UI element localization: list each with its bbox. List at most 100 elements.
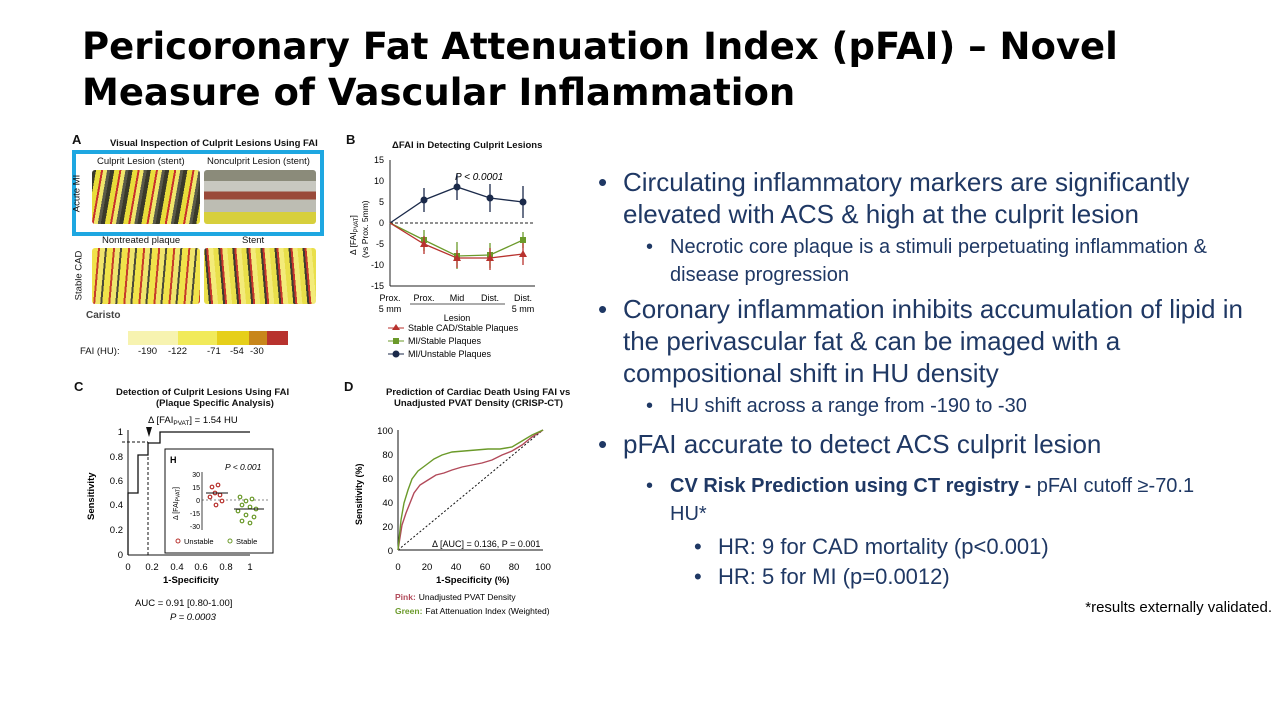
stable-cad-label: Stable CAD bbox=[73, 250, 85, 301]
b-ytick-m15: -15 bbox=[371, 281, 384, 291]
b-ytick-5: 5 bbox=[379, 197, 384, 207]
scale-label: FAI (HU): bbox=[80, 346, 120, 357]
b-ytick-10: 10 bbox=[374, 176, 384, 186]
c-inset-unstable: Unstable bbox=[184, 537, 214, 546]
c-ytick-1: 1 bbox=[118, 427, 123, 438]
c-ytick-06: 0.6 bbox=[110, 476, 123, 487]
b-ylabel: Δ [FAIPVAT] bbox=[348, 215, 360, 255]
unstable-pt bbox=[219, 498, 225, 504]
stent-label: Stent bbox=[242, 235, 265, 246]
c-xtick-08: 0.8 bbox=[219, 562, 232, 573]
stable-pt bbox=[249, 496, 255, 502]
c-inset-yticks: 30 15 0 -15 -30 bbox=[190, 472, 200, 531]
c-delta-val: ] = 1.54 HU bbox=[189, 415, 237, 426]
panel-d-yticks: 100 80 60 40 20 0 bbox=[377, 426, 393, 557]
d-xtick-80: 80 bbox=[509, 562, 520, 573]
d-delta-auc: Δ [AUC] = 0.136, P = 0.001 bbox=[432, 539, 540, 549]
d-pink-legend: Pink: Unadjusted PVAT Density bbox=[395, 592, 516, 602]
b-ytick-m10: -10 bbox=[371, 260, 384, 270]
b-xtick-dist5-a: Dist. bbox=[514, 293, 532, 303]
c-inset-ylabel: Δ [FAIPVAT] bbox=[173, 487, 182, 520]
scale-seg-2 bbox=[177, 331, 217, 345]
b-xtick-mid: Mid bbox=[450, 293, 465, 303]
mi-stable-pt-4 bbox=[520, 237, 526, 243]
stable-pt bbox=[247, 520, 253, 526]
nontreated-fai-image bbox=[92, 248, 200, 304]
panel-c-title-1: Detection of Culprit Lesions Using FAI bbox=[116, 387, 290, 398]
d-ytick-100: 100 bbox=[377, 426, 393, 437]
c-ytick-04: 0.4 bbox=[110, 500, 123, 511]
bullet-3-sub-rest: pFAI cutoff ≥-70.1 HU* bbox=[670, 475, 1195, 525]
panel-a-label: A bbox=[72, 132, 82, 147]
d-ytick-40: 40 bbox=[382, 498, 393, 509]
d-xlabel: 1-Specificity (%) bbox=[436, 575, 509, 586]
panel-b-chart: 15 10 5 0 -5 -10 -15 Δ [FAIPVAT] (vs Pro… bbox=[348, 155, 535, 359]
b-ytick-0: 0 bbox=[379, 218, 384, 228]
stable-cad-pt-2 bbox=[453, 254, 461, 261]
d-green-text: Fat Attenuation Index (Weighted) bbox=[425, 606, 549, 616]
stable-cad-pt-3 bbox=[486, 254, 494, 261]
b-ylabel-sub: PVAT bbox=[354, 217, 360, 232]
b-xtick-dist5-b: 5 mm bbox=[512, 304, 535, 314]
slide-title: Pericoronary Fat Attenuation Index (pFAI… bbox=[82, 24, 1232, 116]
d-green-key: Green: bbox=[395, 606, 423, 616]
nonculprit-fai-image bbox=[204, 170, 316, 224]
d-pink-curve bbox=[397, 429, 544, 551]
c-delta: Δ [FAIPVAT] = 1.54 HU bbox=[148, 415, 238, 427]
b-xtick-dist: Dist. bbox=[481, 293, 499, 303]
c-inset-ylabel-sub: PVAT bbox=[176, 489, 182, 501]
c-xtick-0: 0 bbox=[125, 562, 130, 573]
c-ytick-08: 0.8 bbox=[110, 452, 123, 463]
bullet-3-item-1: HR: 9 for CAD mortality (p<0.001) bbox=[598, 532, 1278, 562]
stable-cad-points bbox=[420, 240, 527, 261]
footnote: *results externally validated. bbox=[1085, 599, 1272, 616]
bullet-2: Coronary inflammation inhibits accumulat… bbox=[598, 293, 1278, 389]
panel-c-label: C bbox=[74, 379, 84, 394]
scale-tick-3: -71 bbox=[207, 346, 221, 357]
stable-pt bbox=[247, 504, 253, 510]
bullet-1: Circulating inflammatory markers are sig… bbox=[598, 166, 1278, 230]
c-inset-label: H bbox=[170, 455, 177, 465]
c-delta-main: Δ [FAI bbox=[148, 415, 173, 426]
panel-d-title-1: Prediction of Cardiac Death Using FAI vs bbox=[386, 387, 571, 398]
d-xtick-20: 20 bbox=[422, 562, 433, 573]
b-xtick-prox5-b: 5 mm bbox=[379, 304, 402, 314]
bullet-list: Circulating inflammatory markers are sig… bbox=[598, 166, 1278, 592]
c-arrow bbox=[146, 427, 152, 437]
panel-d: D Prediction of Cardiac Death Using FAI … bbox=[340, 375, 570, 620]
stable-pt bbox=[243, 512, 249, 518]
b-xlabel: Lesion bbox=[444, 313, 471, 323]
slide-title-line2: Measure of Vascular Inflammation bbox=[82, 71, 796, 114]
mi-unstable-pt-3 bbox=[486, 194, 494, 202]
c-inset-box bbox=[164, 448, 274, 554]
scale-tick-2: -122 bbox=[168, 346, 188, 357]
panel-b: B ΔFAI in Detecting Culprit Lesions 15 1… bbox=[340, 130, 555, 370]
legend-mi-stable: MI/Stable Plaques bbox=[408, 336, 482, 346]
c-delta-sub: PVAT bbox=[173, 420, 189, 427]
c-ylabel: Sensitivity bbox=[86, 472, 97, 520]
legend-stable-cad-marker bbox=[392, 324, 400, 330]
c-xlabel: 1-Specificity bbox=[163, 575, 220, 586]
unstable-pt bbox=[215, 482, 221, 488]
b-ylabel-line2: (vs Prox. 5mm) bbox=[360, 200, 370, 258]
culprit-fai-image bbox=[92, 170, 200, 224]
stable-pt bbox=[251, 514, 257, 520]
legend-stable-cad: Stable CAD/Stable Plaques bbox=[408, 323, 519, 333]
b-ylabel-main: Δ [FAI bbox=[348, 232, 358, 255]
d-reference-line bbox=[397, 429, 544, 551]
d-ytick-80: 80 bbox=[382, 450, 393, 461]
mi-unstable-pt-2 bbox=[453, 183, 461, 191]
c-auc: AUC = 0.91 [0.80-1.00] bbox=[135, 598, 232, 609]
c-xtick-06: 0.6 bbox=[194, 562, 207, 573]
c-inset-stable-points bbox=[235, 494, 259, 526]
panel-d-label: D bbox=[344, 379, 354, 394]
c-ytick-02: 0.2 bbox=[110, 525, 123, 536]
fai-color-scale bbox=[128, 331, 288, 345]
panel-a-title: Visual Inspection of Culprit Lesions Usi… bbox=[110, 138, 318, 149]
panel-d-xticks: 0 20 40 60 80 100 bbox=[395, 562, 551, 573]
c-inset-stable-key bbox=[227, 538, 233, 544]
d-xtick-0: 0 bbox=[395, 562, 400, 573]
c-inset-ylabel-main: Δ [FAI bbox=[173, 501, 180, 520]
mi-unstable-pt-1 bbox=[420, 196, 428, 204]
slide-title-line1: Pericoronary Fat Attenuation Index (pFAI… bbox=[82, 25, 1118, 68]
